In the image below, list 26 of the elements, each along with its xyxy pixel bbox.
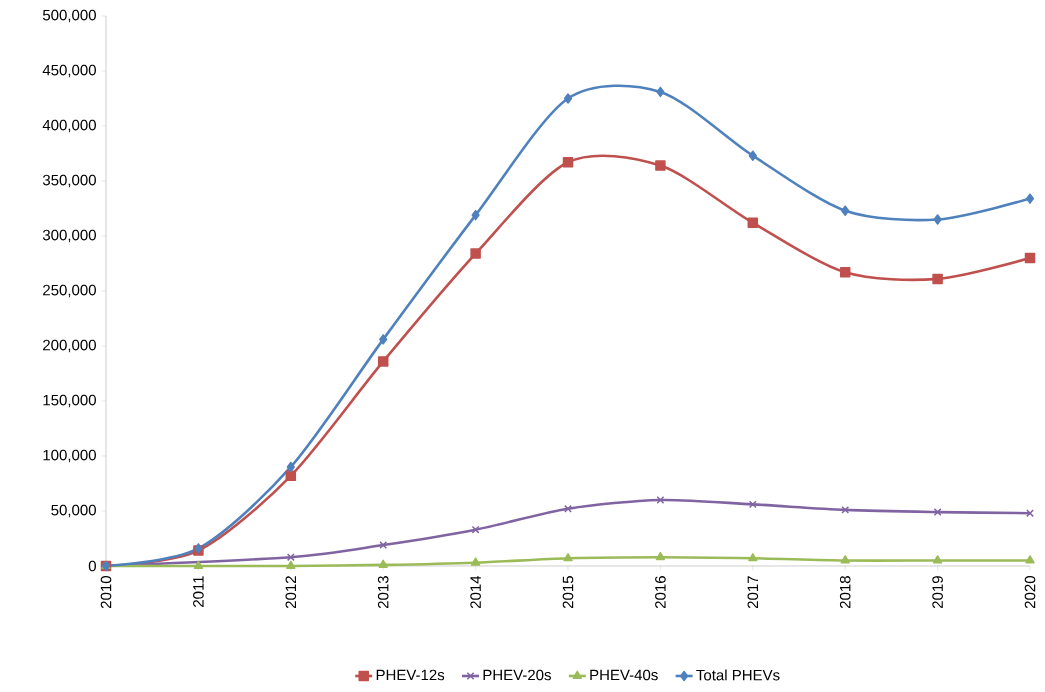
x-tick-label: 2018 — [839, 576, 851, 609]
y-tick-label: 200,000 — [43, 339, 96, 353]
x-tick-label: 2015 — [562, 576, 574, 609]
x-tick-label: 2014 — [470, 575, 481, 609]
x-tick-label: 2013 — [377, 576, 389, 609]
y-tick-label: 300,000 — [42, 229, 96, 243]
y-tick-label: 0 — [88, 560, 96, 572]
y-tick-label: 250,000 — [43, 284, 96, 298]
y-tick-label: 100,000 — [43, 449, 96, 463]
y-tick-label: 350,000 — [42, 174, 96, 188]
x-tick-label: 2019 — [932, 576, 943, 609]
legend-label: PHEV-12s — [376, 669, 445, 681]
y-tick-label: 500,000 — [42, 9, 96, 23]
legend-label: Total PHEVs — [696, 669, 780, 681]
x-tick-label: 2016 — [655, 576, 666, 609]
x-tick-label: 2020 — [1024, 576, 1036, 609]
y-tick-label: 450,000 — [42, 64, 96, 78]
y-tick-label: 150,000 — [43, 394, 96, 408]
y-tick-label: 50,000 — [51, 504, 96, 518]
legend-label: PHEV-20s — [483, 669, 551, 681]
x-tick-label: 2012 — [285, 576, 297, 609]
legend-label: PHEV-40s — [590, 669, 658, 681]
x-tick-label: 2017 — [747, 576, 759, 609]
x-tick-label: 2011 — [193, 576, 204, 607]
x-tick-label: 2010 — [100, 576, 112, 609]
y-tick-label: 400,000 — [42, 119, 96, 133]
